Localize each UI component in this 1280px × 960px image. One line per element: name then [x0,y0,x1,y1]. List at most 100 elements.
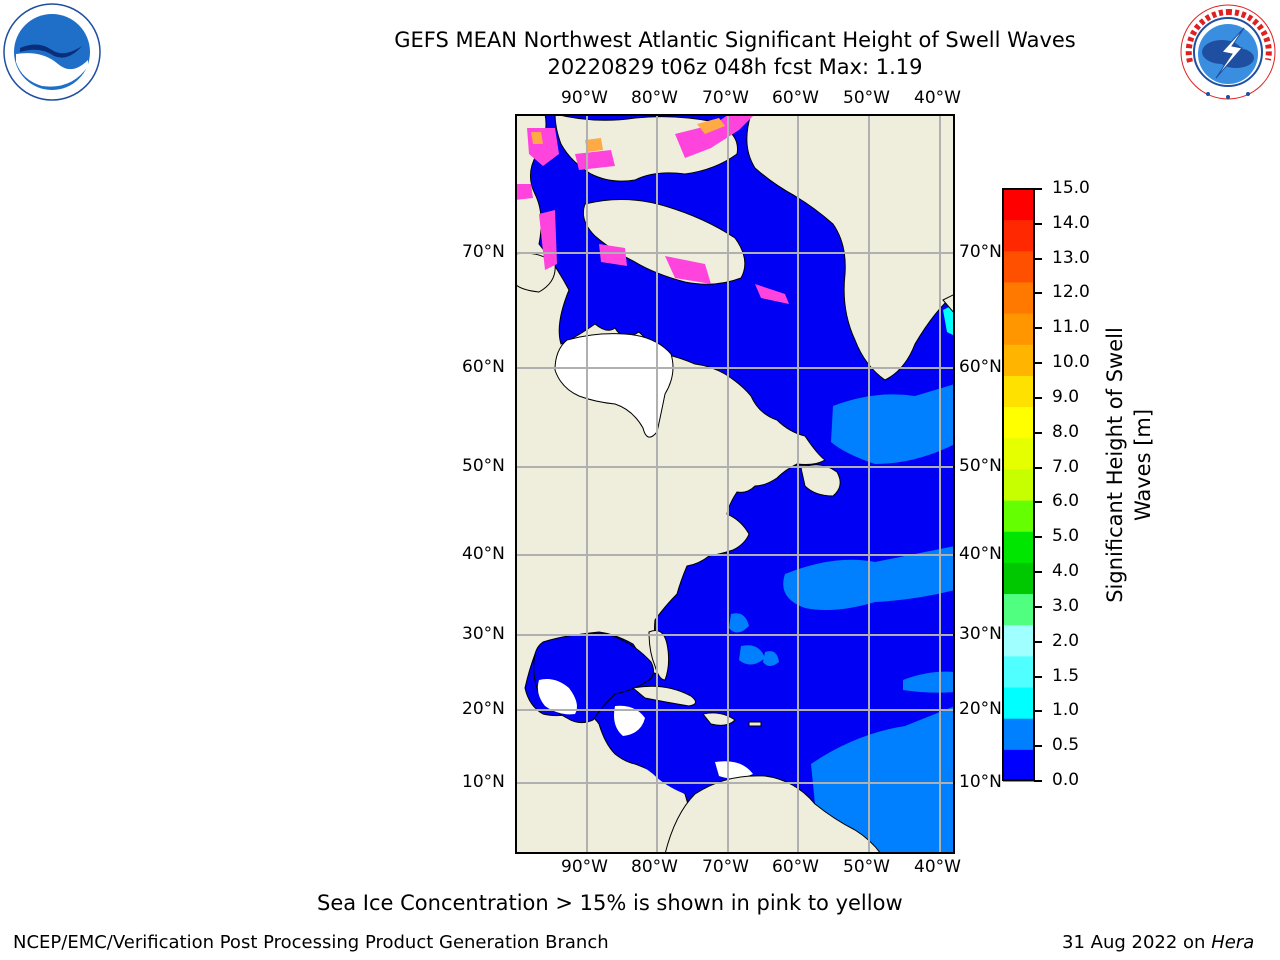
colorbar-band [1003,189,1034,221]
gulf-nodata-patch [537,679,577,715]
colorbar-tick-mark [1034,292,1042,295]
colorbar-tick-label: 11.0 [1052,317,1090,338]
lon-label-top-60w: 60°W [772,88,819,108]
lat-label-left-60n: 60°N [462,357,505,377]
sea-ice-overlay [515,114,789,304]
lon-label-top-90w: 90°W [561,88,608,108]
land-cuba [631,685,696,707]
sea-ice-patch-10 [755,284,789,304]
lon-label-bottom-90w: 90°W [561,857,608,877]
colorbar-label-wrap: Significant Height of Swell Waves [m] [1100,290,1160,640]
hudson-bay-nodata [554,333,674,438]
plot-title: GEFS MEAN Northwest Atlantic Significant… [394,28,1076,52]
colorbar-tick-mark [1034,188,1042,190]
lat-label-right-50n: 50°N [959,456,1002,476]
colorbar-tick-mark [1034,327,1042,330]
colorbar-label-svg: Significant Height of Swell Waves [m] [1103,327,1155,603]
colorbar-band [1003,220,1034,252]
graticule [515,114,955,854]
lat-label-right-40n: 40°N [959,544,1002,564]
lon-label-top-40w: 40°W [914,88,961,108]
colorbar-tick-mark [1034,222,1042,225]
lat-label-left-50n: 50°N [462,456,505,476]
colorbar-tick-mark [1034,257,1042,260]
colorbar-tick-label: 7.0 [1052,456,1080,477]
colorbar-tick-mark [1034,466,1042,469]
colorbar-tick-label: 13.0 [1052,247,1090,268]
noaa-logo-graphic [3,3,101,101]
colorbar-tick-label: 10.0 [1052,352,1090,373]
colorbar-tick-mark [1034,396,1042,399]
colorbar-label-line2: Waves [m] [1131,409,1155,521]
colorbar-band [1003,656,1034,689]
land-north-america [514,113,826,855]
colorbar-tick-label: 9.0 [1052,386,1080,407]
colorbar-band [1003,749,1034,782]
lat-label-right-70n: 70°N [959,242,1002,262]
colorbar-tick-label: 3.0 [1052,595,1080,616]
noaa-logo [2,2,102,102]
lon-label-bottom-60w: 60°W [772,857,819,877]
map-panel [514,113,956,855]
colorbar-band [1003,469,1034,502]
swell-patch-1 [729,613,749,633]
colorbar-tick-label: 2.0 [1052,630,1080,651]
colorbar-tick-mark [1034,362,1042,365]
colorbar-tick-label: 8.0 [1052,421,1080,442]
caribbean-nodata-1 [614,705,645,736]
nws-logo-graphic [1180,4,1276,100]
colorbar-band [1003,313,1034,346]
land-baffin-island [582,199,746,285]
colorbar-tick-label: 12.0 [1052,282,1090,303]
colorbar-tick-mark [1034,675,1042,678]
sea-ice-patch-3 [575,150,615,170]
colorbar-tick-label: 1.0 [1052,700,1080,721]
colorbar-tick-mark [1034,501,1042,504]
footer-date: 31 Aug 2022 on [1062,932,1206,953]
colorbar-band [1003,562,1034,595]
colorbar-tick-label: 1.5 [1052,665,1080,686]
lon-label-top-70w: 70°W [702,88,749,108]
swell-patch-2 [739,645,765,665]
colorbar-band [1003,251,1034,283]
lat-label-right-60n: 60°N [959,357,1002,377]
land-newfoundland [800,464,841,497]
colorbar-tick-mark [1034,745,1042,748]
colorbar-tick-mark [1034,431,1042,434]
sea-ice-patch-5 [675,114,755,158]
colorbar-tick-label: 0.5 [1052,735,1080,756]
lat-label-right-10n: 10°N [959,772,1002,792]
colorbar-label-line1: Significant Height of Swell [1103,327,1127,603]
lon-label-bottom-80w: 80°W [631,857,678,877]
colorbar-band [1003,687,1034,720]
sea-ice-patch-6 [697,118,725,134]
colorbar-band [1003,438,1034,470]
lat-label-left-70n: 70°N [462,242,505,262]
lon-label-bottom-50w: 50°W [843,857,890,877]
colorbar-tick-label: 6.0 [1052,491,1080,512]
map-frame [515,114,955,854]
colorbar-band [1003,407,1034,439]
sea-ice-patch-8 [599,244,627,266]
colorbar-band [1003,500,1034,533]
colorbar-band [1003,718,1034,751]
colorbar-tick-label: 4.0 [1052,561,1080,582]
land-puerto-rico [748,721,762,727]
colorbar-svg [1002,188,1035,782]
swell-region-tropical [811,706,955,854]
colorbar-tick-label: 14.0 [1052,212,1090,233]
footer-host: Hera [1211,932,1255,953]
lon-label-top-80w: 80°W [631,88,678,108]
lat-label-right-30n: 30°N [959,624,1002,644]
colorbar-band [1003,344,1034,377]
colorbar-band [1003,531,1034,564]
colorbar-band [1003,594,1034,626]
colorbar-tick-mark [1034,571,1042,574]
colorbar-tick-mark [1034,640,1042,643]
sea-ice-patch-4 [585,138,603,152]
colorbar-tick-mark [1034,710,1042,713]
plot-subtitle: 20220829 t06z 048h fcst Max: 1.19 [547,55,923,79]
nws-logo [1178,2,1278,102]
sea-ice-patch-11 [515,184,533,200]
swell-patch-3 [763,651,779,666]
